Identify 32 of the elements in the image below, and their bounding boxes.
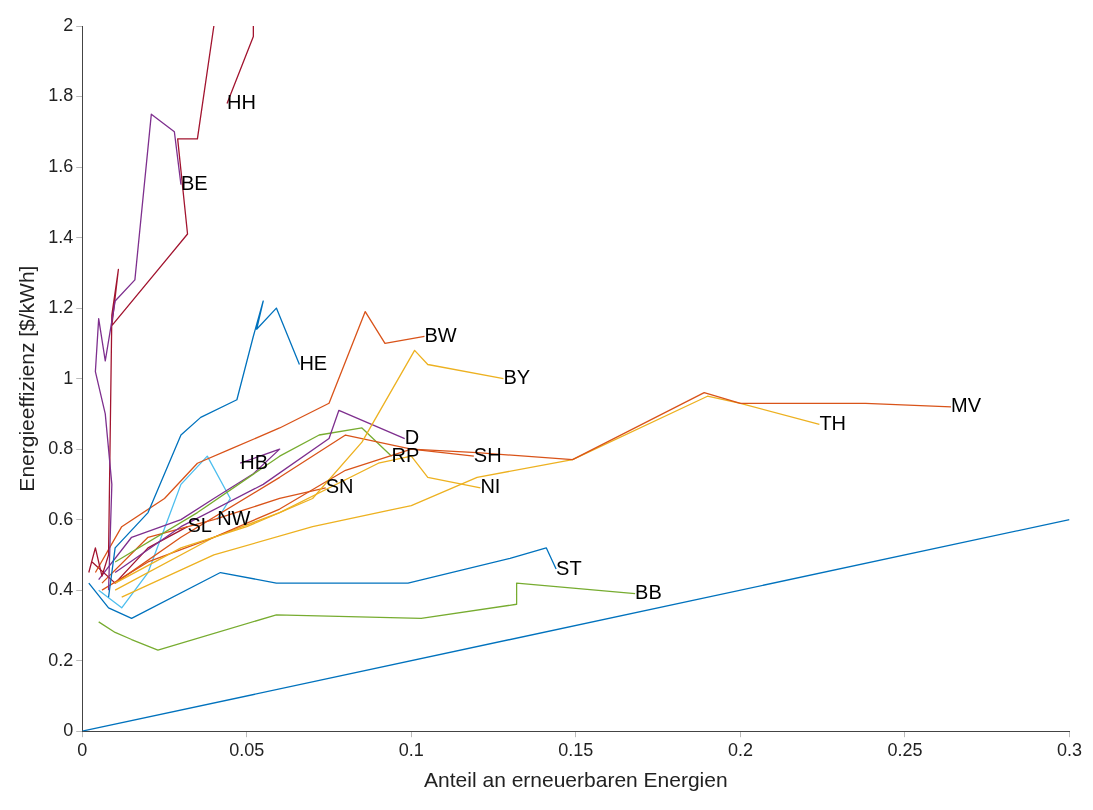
- x-tick-label: 0: [77, 739, 88, 760]
- y-tick-label: 1.2: [48, 297, 74, 318]
- x-tick-label: 0.1: [398, 739, 424, 760]
- y-tick-label: 1.4: [48, 226, 74, 247]
- y-tick-label: 2: [63, 14, 74, 35]
- series-label: NI: [480, 475, 501, 498]
- x-tick-label: 0.05: [229, 739, 265, 760]
- y-tick-label: 0: [63, 720, 74, 741]
- series-label: NW: [217, 507, 251, 530]
- series-label: HH: [227, 91, 256, 114]
- x-tick-label: 0.3: [1056, 739, 1082, 760]
- y-tick-label: 0.4: [48, 579, 74, 600]
- series-label: HE: [299, 352, 328, 375]
- y-tick-label: 1.8: [48, 85, 74, 106]
- y-axis-title: Energieeffizienz [$/kWh]: [15, 265, 39, 492]
- y-tick-label: 0.6: [48, 508, 74, 529]
- series-label: D: [404, 426, 420, 449]
- series-label: SN: [325, 475, 354, 498]
- series-label: TH: [819, 411, 847, 434]
- y-tick-label: 0.2: [48, 649, 74, 670]
- y-tick-label: 0.8: [48, 438, 74, 459]
- series-label: MV: [951, 394, 982, 417]
- series-label: BY: [503, 366, 531, 389]
- x-tick-label: 0.25: [887, 739, 923, 760]
- y-tick-label: 1.6: [48, 156, 74, 177]
- x-tick-label: 0.2: [727, 739, 753, 760]
- y-tick-label: 1: [63, 367, 74, 388]
- series-label: BW: [424, 323, 457, 346]
- x-axis-title: Anteil an erneuerbaren Energien: [424, 768, 728, 792]
- x-tick-label: 0.15: [558, 739, 594, 760]
- series-label: ST: [556, 556, 582, 579]
- series-label: BB: [635, 581, 662, 604]
